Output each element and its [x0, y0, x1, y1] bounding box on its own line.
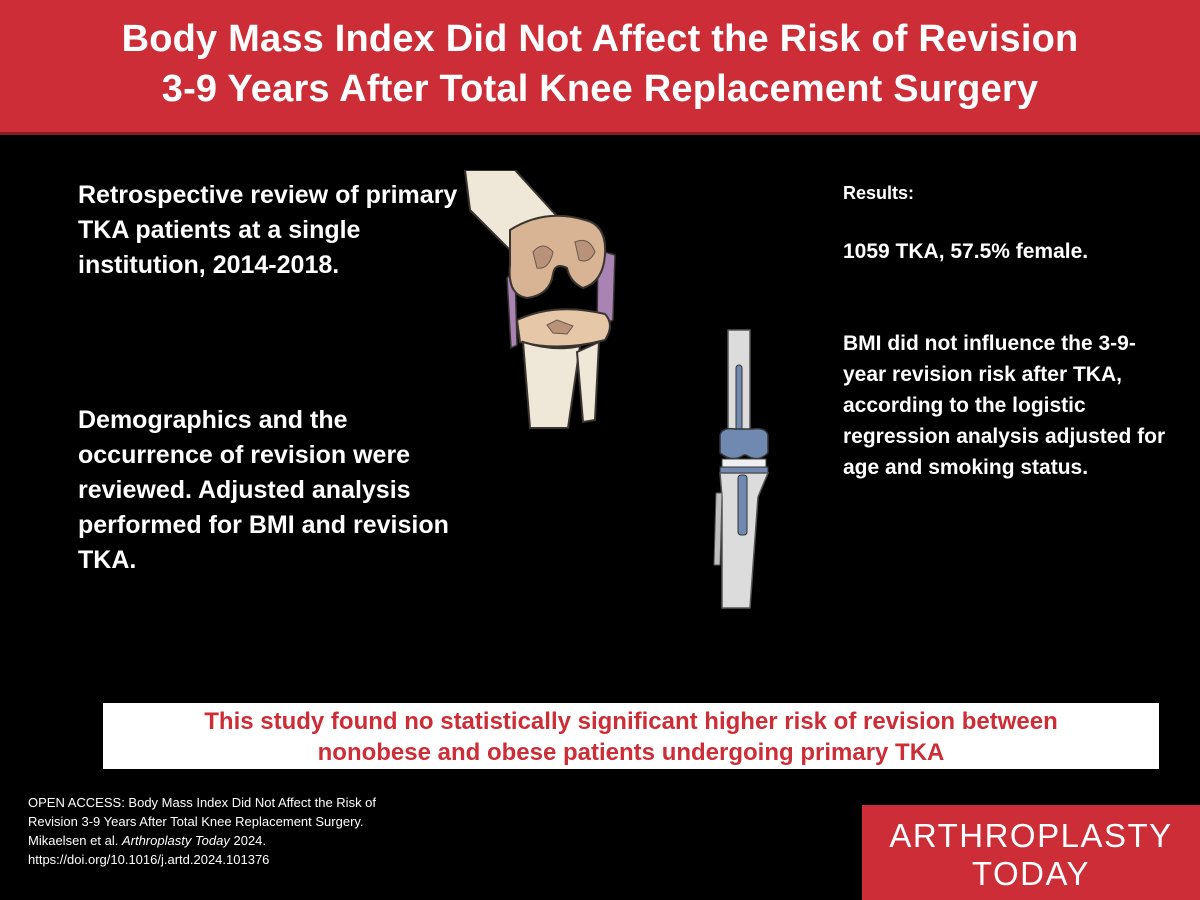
bmi-finding: BMI did not influence the 3-9-year revis… [843, 332, 1166, 479]
citation-text: OPEN ACCESS: Body Mass Index Did Not Aff… [28, 795, 377, 848]
knee-joint-icon [463, 170, 616, 429]
citation-doi-link[interactable]: https://doi.org/10.1016/j.artd.2024.1013… [28, 852, 270, 867]
title-line-2: 3-9 Years After Total Knee Replacement S… [161, 68, 1039, 110]
results-heading: Results: [843, 183, 915, 203]
knee-implant-icon [713, 329, 770, 609]
analysis-text: Demographics and the occurrence of revis… [78, 406, 449, 574]
citation: OPEN ACCESS: Body Mass Index Did Not Aff… [28, 793, 388, 869]
conclusion-line-1: This study found no statistically signif… [204, 708, 1058, 735]
citation-journal: Arthroplasty Today [121, 833, 230, 848]
title-line-1: Body Mass Index Did Not Affect the Risk … [121, 18, 1079, 60]
conclusion-line-2: nonobese and obese patients undergoing p… [317, 739, 945, 766]
cohort-summary: 1059 TKA, 57.5% female. [843, 240, 1089, 263]
logo-line-1: ARTHROPLASTY [889, 817, 1173, 854]
title-banner: Body Mass Index Did Not Affect the Risk … [0, 0, 1200, 132]
conclusion-box: This study found no statistically signif… [103, 703, 1159, 769]
journal-logo: ARTHROPLASTY TODAY [862, 805, 1200, 900]
logo-line-2: TODAY [971, 855, 1091, 892]
title-divider [0, 132, 1200, 135]
study-design-text: Retrospective review of primary TKA pati… [78, 181, 458, 279]
citation-year: 2024. [229, 833, 267, 848]
